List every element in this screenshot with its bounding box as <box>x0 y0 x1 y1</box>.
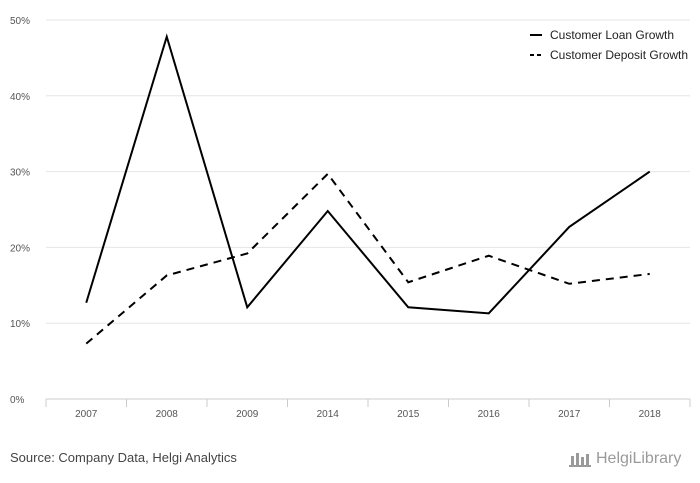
data-point-customer-deposit-growth <box>647 271 652 276</box>
legend-label-customer-loan-growth: Customer Loan Growth <box>550 28 674 42</box>
data-point-customer-loan-growth <box>164 34 169 39</box>
x-tick-label: 2009 <box>236 409 259 420</box>
x-tick-label: 2018 <box>639 409 662 420</box>
y-tick-label: 10% <box>10 319 30 330</box>
data-point-customer-loan-growth <box>567 224 572 229</box>
y-axis-tick-labels: 0% 10% 20% 30% 40% 50% <box>10 16 30 406</box>
x-tick-label: 2015 <box>397 409 420 420</box>
data-point-customer-loan-growth <box>406 305 411 310</box>
series-lines <box>84 33 652 346</box>
data-point-customer-deposit-growth <box>325 171 330 176</box>
series-line-customer-loan-growth <box>85 33 651 315</box>
brand-name: HelgiLibrary <box>596 450 682 467</box>
brand-logo[interactable]: HelgiLibrary <box>568 448 681 470</box>
x-tick-label: 2008 <box>156 409 179 420</box>
legend: Customer Loan Growth Customer Deposit Gr… <box>530 28 688 62</box>
data-point-customer-loan-growth <box>647 169 652 174</box>
data-point-customer-deposit-growth <box>486 253 491 258</box>
y-tick-label: 40% <box>10 92 30 103</box>
series-line-customer-deposit-growth <box>85 172 650 345</box>
x-tick-label: 2007 <box>75 409 98 420</box>
legend-label-customer-deposit-growth: Customer Deposit Growth <box>550 48 688 62</box>
data-point-customer-loan-growth <box>325 209 330 214</box>
grid-lines <box>46 19 690 324</box>
x-axis-tick-labels: 2007 2008 2009 2014 2015 2016 2017 2018 <box>75 409 661 420</box>
library-building-icon <box>568 450 592 468</box>
y-tick-label: 30% <box>10 168 30 179</box>
source-note: Source: Company Data, Helgi Analytics <box>10 450 237 465</box>
data-point-customer-deposit-growth <box>406 280 411 285</box>
x-axis <box>45 398 691 407</box>
data-point-customer-deposit-growth <box>84 341 89 346</box>
data-point-customer-deposit-growth <box>567 281 572 286</box>
data-point-customer-deposit-growth <box>245 251 250 256</box>
x-tick-label: 2014 <box>317 409 340 420</box>
data-point-customer-deposit-growth <box>164 273 169 278</box>
y-tick-label: 20% <box>10 243 30 254</box>
x-tick-label: 2016 <box>478 409 501 420</box>
data-point-customer-loan-growth <box>486 311 491 316</box>
data-point-customer-loan-growth <box>245 305 250 310</box>
y-tick-label: 50% <box>10 16 30 27</box>
data-point-customer-loan-growth <box>84 300 89 305</box>
x-tick-label: 2017 <box>558 409 581 420</box>
y-tick-label: 0% <box>10 395 25 406</box>
